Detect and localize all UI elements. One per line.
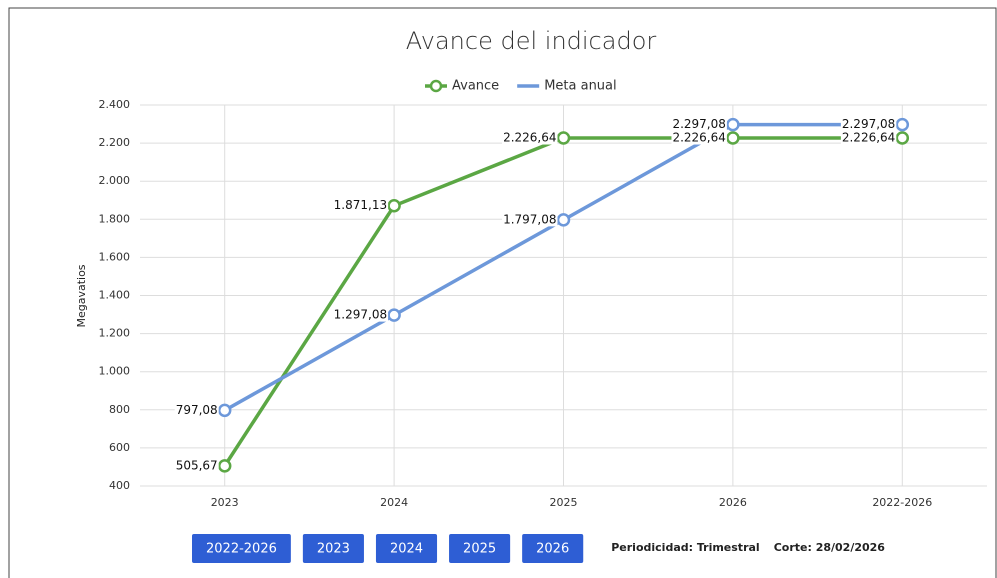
value-labels: 505,67 1.871,13 2.226,64 2.226,64 2.226,64 79… <box>174 117 897 473</box>
data-point <box>556 213 571 227</box>
x-tick-label: 2025 <box>550 496 578 509</box>
y-axis-label: Megavatios <box>75 264 88 327</box>
button-label[interactable]: 2022-2026 <box>206 542 277 557</box>
y-tick-label: 1.400 <box>99 289 131 302</box>
button-bg[interactable] <box>522 534 584 563</box>
value-label-bg <box>671 130 727 145</box>
y-tick-label: 1.800 <box>99 212 131 225</box>
value-label-group: 2.297,08 <box>840 117 897 132</box>
markers <box>217 117 910 473</box>
value-label-bg <box>840 130 897 145</box>
button-bg[interactable] <box>375 534 438 563</box>
value-label-bg <box>174 458 219 473</box>
value-label-bg <box>502 130 558 145</box>
value-label: 505,67 <box>176 458 218 472</box>
data-point <box>726 117 740 132</box>
value-label: 2.226,64 <box>672 131 725 145</box>
y-tick-label: 600 <box>109 441 130 454</box>
y-tick-label: 1.000 <box>99 365 131 378</box>
value-label-group: 797,08 <box>174 402 219 417</box>
value-label: 2.226,64 <box>503 131 556 145</box>
value-label-group: 2.226,64 <box>502 130 558 145</box>
value-label-bg <box>332 307 389 322</box>
grid <box>140 104 987 487</box>
x-tick-label: 2026 <box>719 496 747 509</box>
data-point <box>217 459 232 473</box>
data-point <box>726 131 740 145</box>
button-bg[interactable] <box>192 534 291 563</box>
legend-marker <box>429 79 443 93</box>
data-point <box>895 117 910 132</box>
button-bg[interactable] <box>449 534 511 563</box>
y-tick-label: 400 <box>109 479 130 492</box>
value-label-group: 2.297,08 <box>671 117 727 132</box>
legend-label: Avance <box>452 79 499 94</box>
button-label[interactable]: 2026 <box>536 542 569 557</box>
filter-button[interactable]: 2024 <box>375 534 438 563</box>
value-label: 1.297,08 <box>334 308 387 322</box>
filter-button[interactable]: 2022-2026 <box>192 534 291 563</box>
y-tick-label: 1.200 <box>99 327 131 340</box>
value-label-bg <box>840 117 897 132</box>
value-label-bg <box>332 198 389 213</box>
y-tick-label: 2.000 <box>99 174 131 187</box>
value-label-group: 2.226,64 <box>671 130 727 145</box>
x-tick-label: 2022-2026 <box>872 496 932 509</box>
value-label-bg <box>174 402 219 417</box>
filter-button[interactable]: 2023 <box>302 534 364 563</box>
chart-title: Avance del indicador <box>406 27 657 55</box>
cutoff: Corte: 28/02/2026 <box>774 541 886 554</box>
value-label: 2.226,64 <box>842 131 895 145</box>
value-label: 2.297,08 <box>672 117 725 131</box>
button-label[interactable]: 2023 <box>317 542 350 557</box>
x-tick-label: 2024 <box>380 496 408 509</box>
y-tick-label: 2.200 <box>99 136 131 149</box>
button-label[interactable]: 2024 <box>390 542 423 557</box>
legend-label: Meta anual <box>544 79 616 94</box>
data-point <box>217 403 232 418</box>
x-tick-label: 2023 <box>211 496 239 509</box>
value-label-group: 505,67 <box>174 458 219 473</box>
value-label: 2.297,08 <box>842 117 895 131</box>
button-bg[interactable] <box>302 534 364 563</box>
value-label: 797,08 <box>176 403 218 417</box>
value-label-bg <box>671 117 727 132</box>
value-label-bg <box>502 212 558 227</box>
filter-button[interactable]: 2025 <box>449 534 511 563</box>
periodicity: Periodicidad: Trimestral <box>611 541 759 554</box>
value-label-group: 2.226,64 <box>840 130 897 145</box>
value-label-group: 1.797,08 <box>502 212 558 227</box>
data-point <box>387 308 401 322</box>
filter-button[interactable]: 2026 <box>522 534 584 563</box>
y-tick-label: 2.400 <box>99 98 131 111</box>
button-label[interactable]: 2025 <box>463 542 496 557</box>
data-point <box>556 131 571 145</box>
value-label: 1.797,08 <box>503 212 556 226</box>
y-tick-label: 1.600 <box>99 250 131 263</box>
value-label: 1.871,13 <box>334 198 387 212</box>
y-tick-label: 800 <box>109 403 130 416</box>
value-label-group: 1.871,13 <box>332 198 389 213</box>
data-point <box>895 131 910 145</box>
value-label-group: 1.297,08 <box>332 307 389 322</box>
frame <box>8 7 997 578</box>
data-point <box>387 198 401 213</box>
